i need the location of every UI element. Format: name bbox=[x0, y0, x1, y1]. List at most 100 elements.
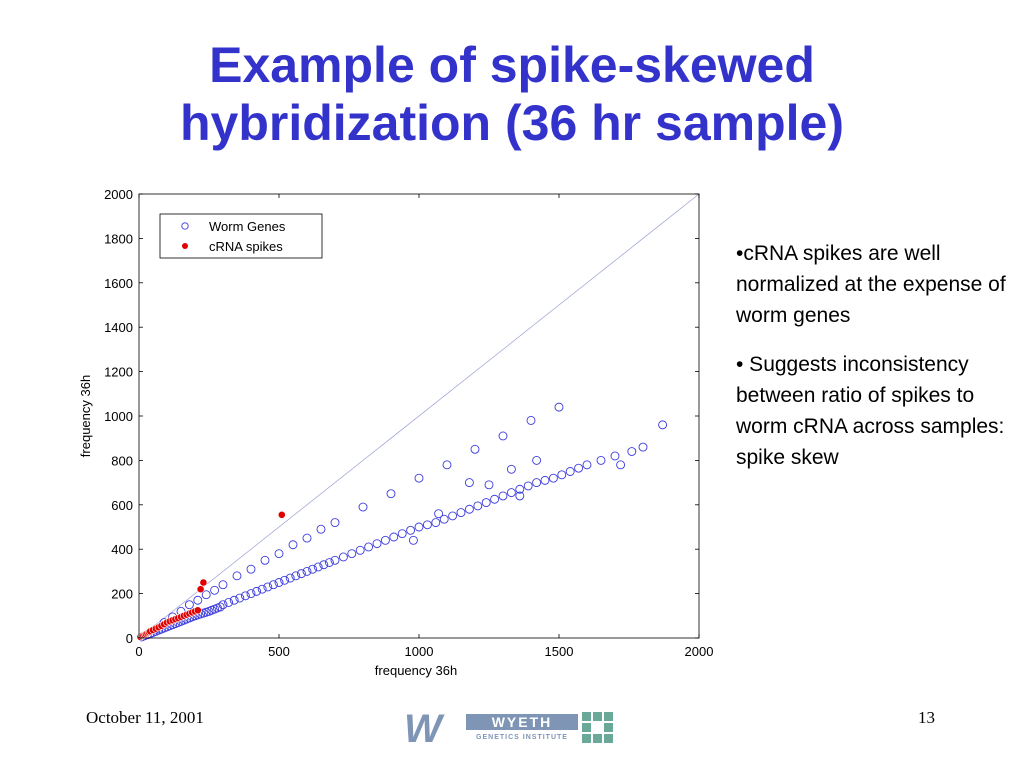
y-tick-label: 0 bbox=[126, 631, 133, 646]
chart-marks bbox=[136, 193, 700, 642]
worm-gene-point bbox=[324, 558, 334, 567]
worm-gene-point bbox=[406, 525, 416, 535]
worm-gene-point bbox=[439, 514, 449, 524]
worm-gene-point bbox=[364, 542, 374, 552]
worm-gene-point bbox=[257, 584, 267, 594]
worm-gene-point bbox=[523, 481, 533, 491]
worm-gene-point bbox=[498, 491, 508, 501]
footer-date: October 11, 2001 bbox=[86, 708, 204, 727]
worm-gene-point bbox=[464, 504, 474, 514]
slide-title-line-2: hybridization (36 hr sample) bbox=[179, 95, 844, 151]
x-tick-label: 1000 bbox=[405, 644, 434, 659]
worm-gene-point bbox=[280, 575, 290, 585]
worm-gene-point bbox=[473, 501, 483, 511]
y-axis-label: frequency 36h bbox=[78, 375, 93, 457]
worm-gene-point bbox=[235, 593, 245, 603]
worm-gene-point bbox=[574, 463, 584, 473]
worm-gene-point bbox=[380, 535, 390, 545]
worm-gene-point bbox=[184, 600, 194, 610]
worm-gene-point bbox=[358, 502, 368, 512]
worm-gene-point bbox=[386, 489, 396, 499]
worm-gene-point bbox=[313, 562, 323, 572]
crna-spike-point bbox=[196, 585, 205, 594]
worm-gene-point bbox=[565, 467, 575, 476]
y-tick-label: 1800 bbox=[104, 231, 133, 246]
worm-gene-point bbox=[338, 552, 348, 562]
worm-gene-point bbox=[470, 444, 480, 454]
worm-gene-point bbox=[616, 460, 626, 470]
worm-gene-point bbox=[288, 540, 298, 550]
bullet-list: •cRNA spikes are well normalized at the … bbox=[736, 238, 1006, 491]
worm-gene-point bbox=[442, 460, 452, 470]
worm-gene-point bbox=[218, 580, 228, 590]
page-number: 13 bbox=[918, 708, 935, 727]
crna-spike-point bbox=[199, 578, 208, 587]
worm-gene-point bbox=[285, 573, 295, 583]
legend-label-crna-spikes: cRNA spikes bbox=[209, 239, 283, 254]
worm-gene-point bbox=[291, 571, 301, 581]
worm-gene-point bbox=[448, 511, 458, 521]
logo-subtitle: GENETICS INSTITUTE bbox=[476, 734, 568, 741]
worm-gene-point bbox=[548, 473, 558, 483]
worm-gene-point bbox=[229, 595, 239, 605]
worm-gene-point bbox=[296, 569, 306, 579]
x-tick-label: 0 bbox=[135, 644, 142, 659]
chart-axes: 0 500 1000 1500 2000 0 200 400 600 800 1000 1200 140… bbox=[104, 187, 713, 659]
worm-gene-point bbox=[408, 535, 418, 545]
worm-gene-point bbox=[201, 590, 211, 600]
y-tick-label: 400 bbox=[111, 542, 133, 557]
worm-gene-point bbox=[431, 518, 441, 528]
worm-gene-point bbox=[515, 491, 525, 501]
worm-gene-point bbox=[302, 533, 312, 543]
worm-gene-point bbox=[260, 555, 270, 565]
x-tick-label: 2000 bbox=[685, 644, 714, 659]
y-tick-label: 600 bbox=[111, 498, 133, 513]
legend-marker-worm-genes bbox=[181, 222, 189, 230]
slide-title-line-1: Example of spike-skewed bbox=[209, 37, 815, 93]
wyeth-logo-icon: W WYETH GENETICS INSTITUTE bbox=[404, 708, 614, 750]
legend-marker-crna-spikes bbox=[182, 243, 188, 249]
x-tick-label: 1500 bbox=[545, 644, 574, 659]
x-axis-label: frequency 36h bbox=[375, 663, 457, 678]
worm-gene-point bbox=[540, 475, 550, 485]
worm-gene-point bbox=[397, 529, 407, 539]
logo-w-mark: W bbox=[404, 707, 442, 751]
worm-gene-point bbox=[330, 518, 340, 528]
worm-gene-point bbox=[274, 549, 284, 559]
worm-gene-point bbox=[434, 509, 444, 519]
worm-gene-point bbox=[308, 564, 318, 574]
worm-gene-point bbox=[224, 598, 234, 607]
worm-gene-point bbox=[215, 602, 225, 612]
y-tick-label: 1600 bbox=[104, 276, 133, 291]
bullet-item-2: • Suggests inconsistency between ratio o… bbox=[736, 353, 1005, 469]
y-tick-label: 1000 bbox=[104, 409, 133, 424]
worm-gene-point bbox=[554, 402, 564, 412]
y-tick-label: 200 bbox=[111, 587, 133, 602]
worm-gene-point bbox=[490, 494, 500, 504]
y-tick-label: 800 bbox=[111, 453, 133, 468]
worm-gene-point bbox=[389, 532, 399, 542]
worm-gene-point bbox=[557, 470, 567, 480]
worm-gene-point bbox=[484, 480, 494, 490]
worm-gene-point bbox=[232, 571, 242, 581]
slide-title: Example of spike-skewed hybridization (3… bbox=[0, 36, 1024, 152]
legend: Worm Genes cRNA spikes bbox=[159, 213, 323, 259]
scatter-chart: 0 500 1000 1500 2000 0 200 400 600 800 1000 1200 140… bbox=[78, 187, 713, 678]
worm-gene-point bbox=[638, 442, 648, 452]
worm-gene-point bbox=[532, 478, 542, 488]
worm-gene-point bbox=[302, 566, 312, 576]
worm-gene-point bbox=[316, 524, 326, 534]
worm-gene-point bbox=[263, 582, 273, 592]
x-tick-label: 500 bbox=[268, 644, 290, 659]
logo-name: WYETH bbox=[466, 714, 578, 730]
worm-gene-point bbox=[498, 431, 508, 441]
worm-gene-point bbox=[526, 415, 536, 425]
worm-gene-point bbox=[610, 451, 620, 461]
worm-gene-point bbox=[456, 508, 466, 518]
logo-checker-icon bbox=[582, 712, 614, 746]
worm-gene-point bbox=[627, 447, 637, 456]
worm-gene-point bbox=[355, 545, 365, 555]
worm-gene-point bbox=[252, 586, 262, 596]
worm-gene-point bbox=[319, 560, 329, 570]
worm-gene-point bbox=[414, 473, 424, 483]
